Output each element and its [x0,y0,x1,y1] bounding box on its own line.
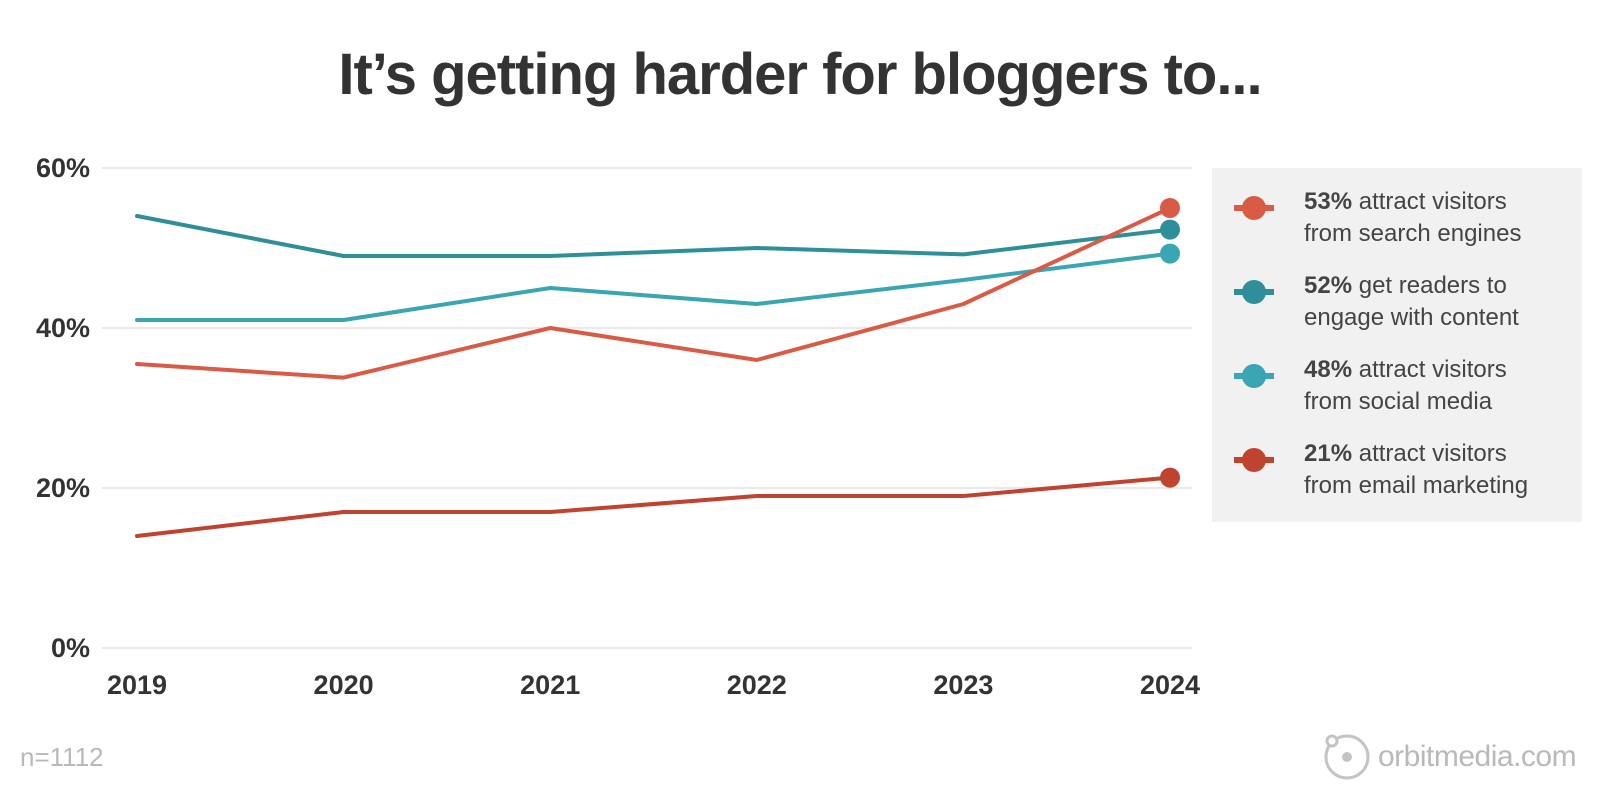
series-end-point-engage [1160,219,1180,240]
legend-line1-engage: get readers to [1358,272,1507,299]
legend-marker-engage [1234,280,1274,304]
series-line-social [135,251,1172,322]
sample-size-note: n=1112 [20,742,104,772]
y-tick-label: 40% [36,313,90,343]
series-line-search [135,206,1172,380]
legend-line2-social: from social media [1304,388,1493,415]
gridlines [102,167,1192,649]
legend-line2-engage: engage with content [1304,304,1519,331]
legend-pct-social: 48% [1304,356,1353,383]
legend-line1-social: attract visitors [1358,356,1507,383]
legend-line2-search: from search engines [1304,220,1522,247]
legend: 53% attract visitors from search engines… [1212,168,1582,522]
x-tick-label: 2020 [314,670,374,700]
series-line-email [135,475,1172,538]
series-end-point-email [1160,467,1180,488]
orbit-logo-icon [1324,734,1370,780]
x-tick-label: 2024 [1140,670,1200,700]
legend-pct-email: 21% [1304,440,1353,467]
series-lines [135,206,1172,538]
series-line-engage [135,214,1172,258]
legend-line2-email: from email marketing [1304,472,1529,499]
y-axis-ticks: 0% 20% 40% 60% [36,153,90,663]
legend-pct-engage: 52% [1304,272,1353,299]
legend-marker-social [1234,364,1274,388]
legend-marker-email [1234,448,1274,472]
legend-marker-search [1234,196,1274,220]
x-axis-ticks: 2019 2020 2021 2022 2023 2024 [107,670,1200,700]
chart-title: It’s getting harder for bloggers to... [338,42,1262,107]
legend-line1-email: attract visitors [1358,440,1507,467]
legend-label-social: 48% attract visitors from social media [1304,354,1600,418]
legend-label-search: 53% attract visitors from search engines [1304,186,1600,250]
y-tick-label: 20% [36,473,90,503]
series-end-points [1160,198,1180,488]
logo-text: orbitmedia.com [1378,740,1577,773]
legend-label-email: 21% attract visitors from email marketin… [1304,438,1600,502]
x-tick-label: 2022 [727,670,787,700]
orbitmedia-logo[interactable]: orbitmedia.com [1322,732,1592,782]
legend-pct-search: 53% [1304,188,1353,215]
y-tick-label: 60% [36,153,90,183]
x-tick-label: 2019 [107,670,167,700]
series-end-point-social [1160,243,1180,264]
legend-label-engage: 52% get readers to engage with content [1304,270,1600,334]
y-tick-label: 0% [51,633,90,663]
x-tick-label: 2023 [933,670,993,700]
series-end-point-search [1160,198,1180,218]
legend-line1-search: attract visitors [1358,188,1507,215]
x-tick-label: 2021 [520,670,580,700]
